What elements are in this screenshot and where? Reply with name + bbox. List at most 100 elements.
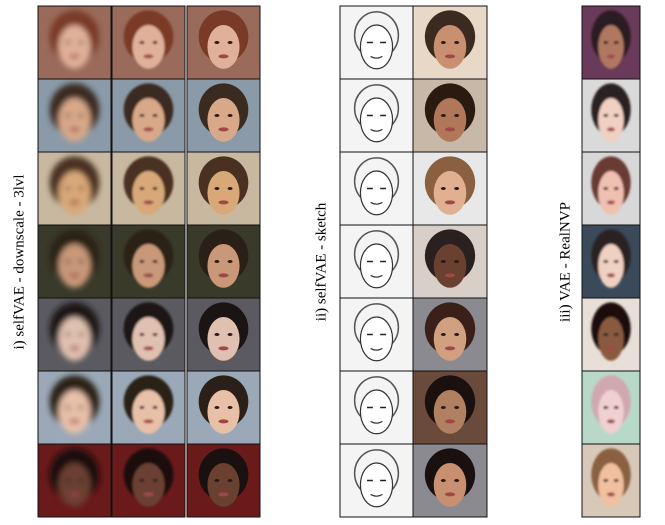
eye	[227, 260, 233, 263]
mouth	[69, 273, 80, 278]
eye	[65, 333, 71, 336]
mouth	[143, 492, 154, 497]
face-image	[111, 5, 186, 80]
mouth	[444, 346, 456, 351]
mouth	[370, 128, 383, 132]
eye	[65, 479, 71, 482]
face	[49, 448, 100, 507]
eye	[139, 114, 145, 117]
face-image	[186, 224, 261, 299]
face-image	[412, 5, 488, 80]
eye	[152, 41, 158, 44]
face	[591, 375, 631, 434]
eye	[65, 260, 71, 263]
mouth	[69, 200, 80, 205]
eye	[613, 479, 619, 482]
panel-label: iii) VAE - RealNVP	[557, 202, 573, 322]
face	[424, 229, 476, 288]
face-image	[339, 297, 414, 372]
eye	[440, 333, 446, 336]
face	[591, 302, 631, 361]
face-outline	[359, 389, 394, 435]
eye	[214, 41, 220, 44]
eye	[214, 187, 220, 190]
eye	[78, 114, 84, 117]
skin	[58, 316, 91, 361]
face-image	[37, 297, 112, 372]
mouth	[69, 492, 80, 497]
eye	[440, 406, 446, 409]
skin	[433, 170, 467, 215]
face-image	[186, 78, 261, 153]
eye	[78, 260, 84, 263]
face-image	[37, 443, 112, 518]
eye	[78, 41, 84, 44]
mouth	[69, 346, 80, 351]
eye	[65, 187, 71, 190]
face-outline	[359, 462, 394, 508]
eye	[139, 333, 145, 336]
face-image	[37, 5, 112, 80]
eye	[613, 114, 619, 117]
eye	[613, 406, 619, 409]
face	[424, 375, 476, 434]
skin	[433, 462, 467, 507]
mouth	[370, 493, 383, 497]
skin	[433, 389, 467, 434]
face	[49, 156, 100, 215]
eye	[227, 333, 233, 336]
face-image	[581, 5, 641, 80]
face-image	[111, 370, 186, 445]
eye	[65, 114, 71, 117]
skin	[433, 243, 467, 288]
mouth	[143, 419, 154, 424]
eye	[227, 114, 233, 117]
eye	[454, 260, 460, 263]
face-image	[111, 297, 186, 372]
face-image	[37, 370, 112, 445]
face-image	[581, 224, 641, 299]
eye	[603, 260, 609, 263]
mouth	[444, 127, 456, 132]
face	[198, 156, 249, 215]
face	[49, 375, 100, 434]
face	[353, 11, 400, 70]
mouth	[69, 419, 80, 424]
eye	[440, 41, 446, 44]
skin	[132, 243, 165, 288]
eye	[227, 41, 233, 44]
face-image	[186, 370, 261, 445]
face-image	[339, 443, 414, 518]
face	[353, 376, 400, 435]
skin	[433, 24, 467, 69]
face-image	[412, 443, 488, 518]
skin	[58, 97, 91, 142]
face-outline	[359, 316, 394, 362]
skin	[598, 243, 624, 288]
face-image	[111, 443, 186, 518]
skin	[58, 389, 91, 434]
eye	[454, 41, 460, 44]
mouth	[143, 127, 154, 132]
face	[198, 302, 249, 361]
mouth	[218, 54, 229, 59]
face	[424, 156, 476, 215]
eye	[78, 479, 84, 482]
eye	[613, 41, 619, 44]
face	[353, 230, 400, 289]
eye	[454, 479, 460, 482]
skin	[58, 243, 91, 288]
eye	[227, 187, 233, 190]
eye	[603, 114, 609, 117]
face	[353, 84, 400, 143]
skin	[598, 97, 624, 142]
eye	[440, 260, 446, 263]
eye	[603, 187, 609, 190]
eye	[454, 406, 460, 409]
mouth	[444, 54, 456, 59]
face-image	[339, 5, 414, 80]
face-image	[186, 443, 261, 518]
face	[49, 302, 100, 361]
mouth	[370, 420, 383, 424]
